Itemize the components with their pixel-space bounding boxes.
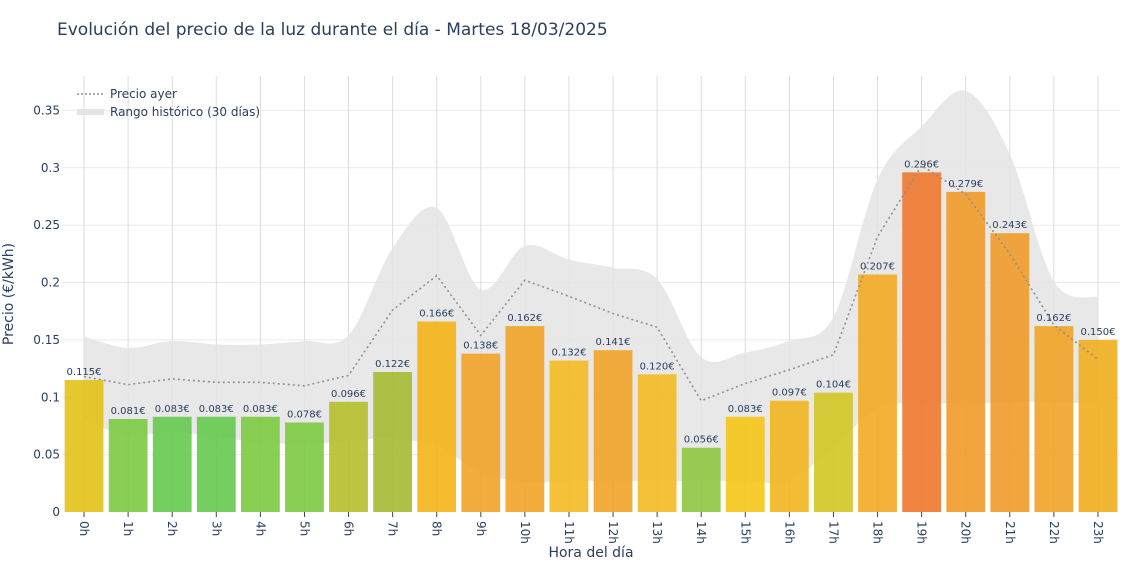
bar-label-22h: 0.162€ (1036, 313, 1071, 324)
bar-22h (1034, 326, 1074, 512)
bar-10h (505, 326, 545, 512)
y-tick-label: 0 (52, 505, 60, 519)
bar-6h (329, 401, 368, 512)
x-tick-label-15h: 15h (738, 521, 752, 544)
bar-label-3h: 0.083€ (199, 404, 234, 415)
bar-9h (461, 353, 501, 512)
historical-range-area (84, 90, 1098, 484)
chart-title: Evolución del precio de la luz durante e… (57, 20, 608, 40)
bar-label-16h: 0.097€ (772, 388, 807, 399)
y-tick-label: 0.35 (33, 103, 60, 117)
x-tick-label-8h: 8h (430, 521, 444, 536)
x-tick-label-16h: 16h (782, 521, 796, 544)
legend-label-yesterday: Precio ayer (110, 87, 177, 101)
bar-label-23h: 0.150€ (1080, 327, 1115, 338)
x-tick-label-7h: 7h (386, 521, 400, 536)
bars (64, 172, 1118, 513)
bar-8h (417, 321, 457, 512)
x-axis-title: Hora del día (548, 545, 633, 561)
historical-range-band (84, 90, 1098, 484)
x-tick-label-20h: 20h (959, 521, 973, 544)
bar-15h (725, 416, 765, 512)
bar-4h (240, 416, 280, 512)
bar-3h (196, 416, 236, 512)
bar-label-9h: 0.138€ (463, 341, 498, 352)
bar-label-13h: 0.120€ (640, 361, 675, 372)
bar-label-17h: 0.104€ (816, 380, 851, 391)
y-tick-label: 0.2 (41, 276, 60, 290)
bar-14h (681, 447, 721, 512)
x-tick-label-10h: 10h (518, 521, 532, 544)
legend: Precio ayer Rango histórico (30 días) (77, 87, 260, 119)
x-tick-label-0h: 0h (77, 521, 91, 536)
bar-2h (152, 416, 192, 512)
x-tick-label-2h: 2h (165, 521, 179, 536)
bar-16h (769, 400, 809, 512)
bar-label-20h: 0.279€ (948, 179, 983, 190)
bar-label-7h: 0.122€ (375, 359, 410, 370)
y-axis-title: Precio (€/kWh) (1, 243, 17, 345)
x-tick-label-18h: 18h (871, 521, 885, 544)
x-tick-label-13h: 13h (650, 521, 664, 544)
x-tick-label-9h: 9h (474, 521, 488, 536)
bar-13h (637, 374, 677, 512)
bar-label-21h: 0.243€ (992, 220, 1027, 231)
x-tick-label-23h: 23h (1091, 521, 1105, 544)
bar-label-8h: 0.166€ (419, 309, 454, 320)
y-tick-label: 0.3 (41, 161, 60, 175)
bar-19h (902, 172, 942, 512)
bar-label-2h: 0.083€ (155, 404, 190, 415)
bar-label-10h: 0.162€ (507, 313, 542, 324)
bar-label-11h: 0.132€ (551, 348, 586, 359)
bar-label-15h: 0.083€ (728, 404, 763, 415)
bar-20h (946, 191, 986, 512)
x-tick-label-22h: 22h (1047, 521, 1061, 544)
bar-11h (549, 360, 589, 512)
x-tick-label-14h: 14h (694, 521, 708, 544)
bar-1h (108, 419, 148, 512)
bar-18h (858, 274, 897, 512)
bar-label-4h: 0.083€ (243, 404, 278, 415)
yesterday-line (83, 164, 1099, 402)
y-tick-label: 0.25 (33, 218, 60, 232)
y-ticks: 0 0.05 0.1 0.15 0.2 0.25 0.3 0.35 (33, 103, 60, 519)
x-tick-label-12h: 12h (606, 521, 620, 544)
bar-label-5h: 0.078€ (287, 410, 322, 421)
bar-label-18h: 0.207€ (860, 261, 895, 272)
bar-labels: 0.115€ 0.081€ 0.083€ 0.083€ 0.083€ 0.078€ 0.09… (67, 159, 1116, 445)
x-tick-label-5h: 5h (297, 521, 311, 536)
x-tick-label-6h: 6h (342, 521, 356, 536)
bar-0h (64, 380, 104, 512)
bar-label-19h: 0.296€ (904, 159, 939, 170)
x-tick-label-19h: 19h (915, 521, 929, 544)
bar-label-1h: 0.081€ (111, 406, 146, 417)
legend-label-range: Rango histórico (30 días) (110, 105, 260, 119)
bar-label-6h: 0.096€ (331, 389, 366, 400)
bar-23h (1078, 339, 1118, 512)
x-tick-label-4h: 4h (253, 521, 267, 536)
x-ticks: 0h 1h 2h 3h 4h 5h 6h 7h 8h 9h 10h 11h 12h 13h 14h 15h 16… (77, 512, 1105, 544)
x-tick-label-3h: 3h (209, 521, 223, 536)
bar-label-12h: 0.141€ (596, 337, 631, 348)
y-tick-label: 0.05 (33, 448, 60, 462)
bar-5h (285, 422, 324, 512)
y-tick-label: 0.1 (41, 390, 60, 404)
bar-label-14h: 0.056€ (684, 435, 719, 446)
x-tick-label-11h: 11h (562, 521, 576, 544)
yesterday-price-line (83, 164, 1099, 402)
x-tick-label-1h: 1h (121, 521, 135, 536)
y-tick-label: 0.15 (33, 333, 60, 347)
x-tick-label-17h: 17h (826, 521, 840, 544)
bar-17h (814, 392, 853, 512)
bar-12h (593, 350, 633, 512)
bar-7h (373, 372, 413, 512)
bar-label-0h: 0.115€ (67, 367, 102, 378)
bar-21h (990, 233, 1030, 513)
x-tick-label-21h: 21h (1003, 521, 1017, 544)
